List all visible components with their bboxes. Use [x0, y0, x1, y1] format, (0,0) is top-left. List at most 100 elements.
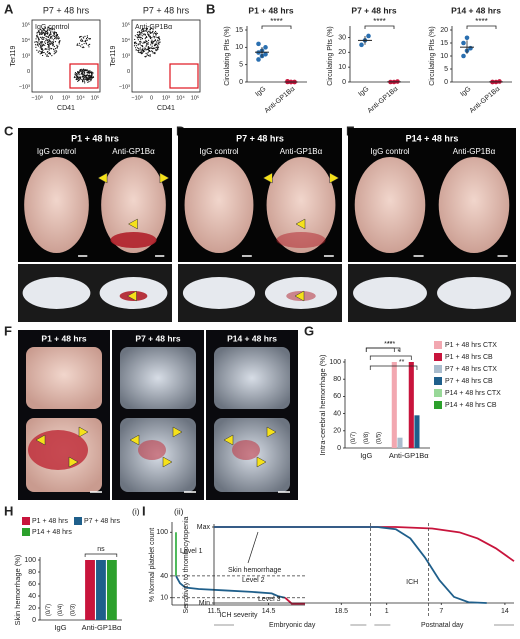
- event-dot: [86, 69, 88, 71]
- significance-bracket: [364, 25, 395, 29]
- event-dot: [80, 45, 82, 47]
- event-dot: [143, 33, 146, 35]
- event-dot: [49, 33, 51, 35]
- event-dot: [53, 53, 55, 55]
- event-dot: [58, 37, 60, 39]
- event-dot: [145, 35, 148, 38]
- event-dot: [45, 31, 47, 33]
- count-label: (0/4): [58, 604, 64, 616]
- x-axis-label: ICH severity: [219, 612, 258, 619]
- event-dot: [155, 46, 157, 48]
- event-dot: [85, 37, 88, 40]
- event-dot: [52, 43, 54, 45]
- event-dot: [154, 52, 156, 54]
- event-dot: [87, 72, 90, 74]
- brain: [184, 157, 254, 253]
- event-dot: [147, 42, 149, 44]
- event-dot: [139, 49, 141, 51]
- event-dot: [79, 70, 81, 72]
- event-dot: [141, 28, 143, 31]
- event-dot: [88, 37, 90, 40]
- event-dot: [86, 35, 88, 37]
- event-dot: [151, 39, 153, 41]
- event-dot: [80, 35, 82, 38]
- event-dot: [137, 43, 140, 45]
- event-dot: [36, 35, 38, 37]
- y-tick-label: 60: [28, 581, 36, 588]
- event-dot: [46, 28, 48, 30]
- event-dot: [84, 70, 86, 72]
- significance-bracket: [369, 365, 418, 370]
- gate: [169, 63, 199, 89]
- event-dot: [149, 55, 151, 57]
- event-dot: [151, 37, 153, 39]
- event-dot: [146, 40, 148, 43]
- data-point: [464, 35, 470, 41]
- brain-section: [22, 277, 91, 309]
- event-dot: [43, 51, 45, 54]
- event-dot: [55, 34, 57, 36]
- event-dot: [146, 44, 148, 46]
- event-dot: [45, 32, 47, 34]
- data-point: [461, 53, 466, 59]
- photo-title: P1 + 48 hrs: [41, 333, 86, 343]
- event-dot: [140, 29, 143, 31]
- event-dot: [134, 35, 136, 37]
- event-dot: [137, 49, 139, 52]
- legend-label: P7 + 48 hrs: [84, 518, 120, 525]
- bar: [96, 560, 106, 620]
- bar: [391, 362, 397, 448]
- event-dot: [141, 27, 144, 30]
- event-dot: [141, 30, 144, 32]
- legend-label: P1 + 48 hrs CTX: [445, 342, 497, 349]
- y-tick-label: −10³: [119, 84, 130, 90]
- y-tick-label: 10: [440, 53, 448, 60]
- event-dot: [77, 75, 79, 77]
- arrowhead: [266, 426, 277, 438]
- event-dot: [49, 36, 52, 39]
- event-dot: [139, 42, 141, 44]
- event-dot: [49, 43, 51, 45]
- x-tick-label: IgG: [54, 623, 66, 632]
- event-dot: [58, 41, 60, 43]
- legend-label: P1 + 48 hrs CB: [445, 354, 493, 361]
- event-dot: [87, 79, 89, 81]
- event-dot: [147, 30, 149, 32]
- event-dot: [51, 35, 53, 38]
- event-dot: [45, 35, 47, 37]
- event-dot: [152, 42, 154, 44]
- event-dot: [83, 78, 85, 80]
- event-dot: [149, 28, 151, 31]
- event-dot: [89, 79, 91, 81]
- event-dot: [44, 42, 47, 44]
- event-dot: [157, 47, 159, 49]
- y-tick-label: 100: [24, 557, 36, 564]
- photo-label: IgG control: [370, 147, 409, 156]
- event-dot: [55, 51, 57, 53]
- arrowhead: [127, 218, 138, 230]
- y-tick-label: 5: [444, 66, 448, 73]
- y-tick-label: 20: [28, 605, 36, 612]
- event-dot: [150, 32, 152, 34]
- event-dot: [152, 40, 154, 42]
- y-tick-label: 15: [440, 40, 448, 47]
- x-tick-label: Anti-GP1Bα: [389, 451, 429, 460]
- event-dot: [146, 27, 149, 30]
- event-dot: [79, 39, 82, 41]
- plot-title: P7 + 48 hrs: [43, 5, 90, 15]
- event-dot: [34, 41, 36, 43]
- event-dot: [78, 78, 80, 80]
- y-tick-label: 0: [27, 69, 30, 75]
- event-dot: [76, 76, 78, 78]
- event-dot: [78, 76, 80, 78]
- event-dot: [147, 48, 150, 51]
- event-dot: [47, 41, 49, 43]
- x-tick-label: Anti-GP1Bα: [82, 623, 122, 632]
- event-dot: [153, 37, 155, 39]
- event-dot: [55, 33, 58, 35]
- x-axis-label: CD41: [57, 105, 75, 112]
- event-dot: [148, 35, 150, 37]
- event-dot: [77, 71, 79, 73]
- event-dot: [49, 37, 51, 40]
- x-tick-label: 14.5: [262, 608, 276, 615]
